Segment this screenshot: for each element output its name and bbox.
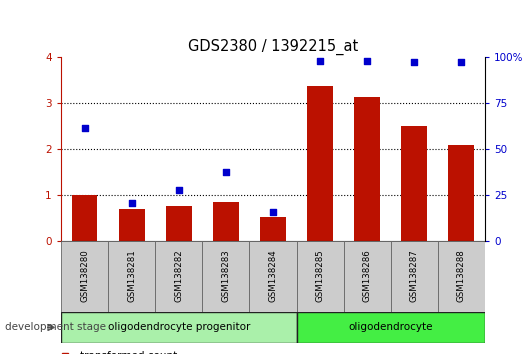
Bar — [260, 217, 286, 241]
Point — [363, 58, 372, 64]
Bar — [213, 202, 239, 241]
Text: GSM138285: GSM138285 — [315, 250, 324, 303]
Bar — [296, 241, 343, 312]
Text: GSM138284: GSM138284 — [269, 250, 277, 303]
Point — [174, 187, 183, 193]
Text: GSM138288: GSM138288 — [457, 250, 466, 303]
Text: GSM138283: GSM138283 — [222, 250, 231, 303]
Bar — [119, 210, 145, 241]
Bar — [250, 241, 296, 312]
Text: oligodendrocyte: oligodendrocyte — [349, 322, 433, 332]
Bar — [166, 206, 192, 241]
Point — [80, 125, 89, 131]
Bar — [343, 241, 391, 312]
Bar — [401, 126, 427, 241]
Text: GSM138282: GSM138282 — [174, 250, 183, 303]
Bar — [448, 145, 474, 241]
Bar — [72, 195, 98, 241]
Bar — [307, 86, 333, 241]
Bar — [108, 241, 155, 312]
Point — [410, 59, 419, 65]
Bar — [296, 312, 485, 343]
Point — [457, 59, 466, 65]
Text: development stage: development stage — [5, 322, 107, 332]
Text: GSM138286: GSM138286 — [363, 250, 372, 303]
Text: oligodendrocyte progenitor: oligodendrocyte progenitor — [108, 322, 250, 332]
Title: GDS2380 / 1392215_at: GDS2380 / 1392215_at — [188, 39, 358, 55]
Point — [316, 58, 324, 64]
Bar — [391, 241, 438, 312]
Point — [127, 200, 136, 206]
Bar — [155, 241, 202, 312]
Bar — [61, 312, 296, 343]
Text: GSM138281: GSM138281 — [127, 250, 136, 303]
Text: GSM138287: GSM138287 — [410, 250, 419, 303]
Bar — [438, 241, 485, 312]
Text: transformed count: transformed count — [80, 351, 177, 354]
Bar — [354, 97, 380, 241]
Point — [222, 169, 230, 175]
Bar — [202, 241, 250, 312]
Bar — [61, 241, 108, 312]
Point — [269, 209, 277, 215]
Text: GSM138280: GSM138280 — [80, 250, 89, 303]
